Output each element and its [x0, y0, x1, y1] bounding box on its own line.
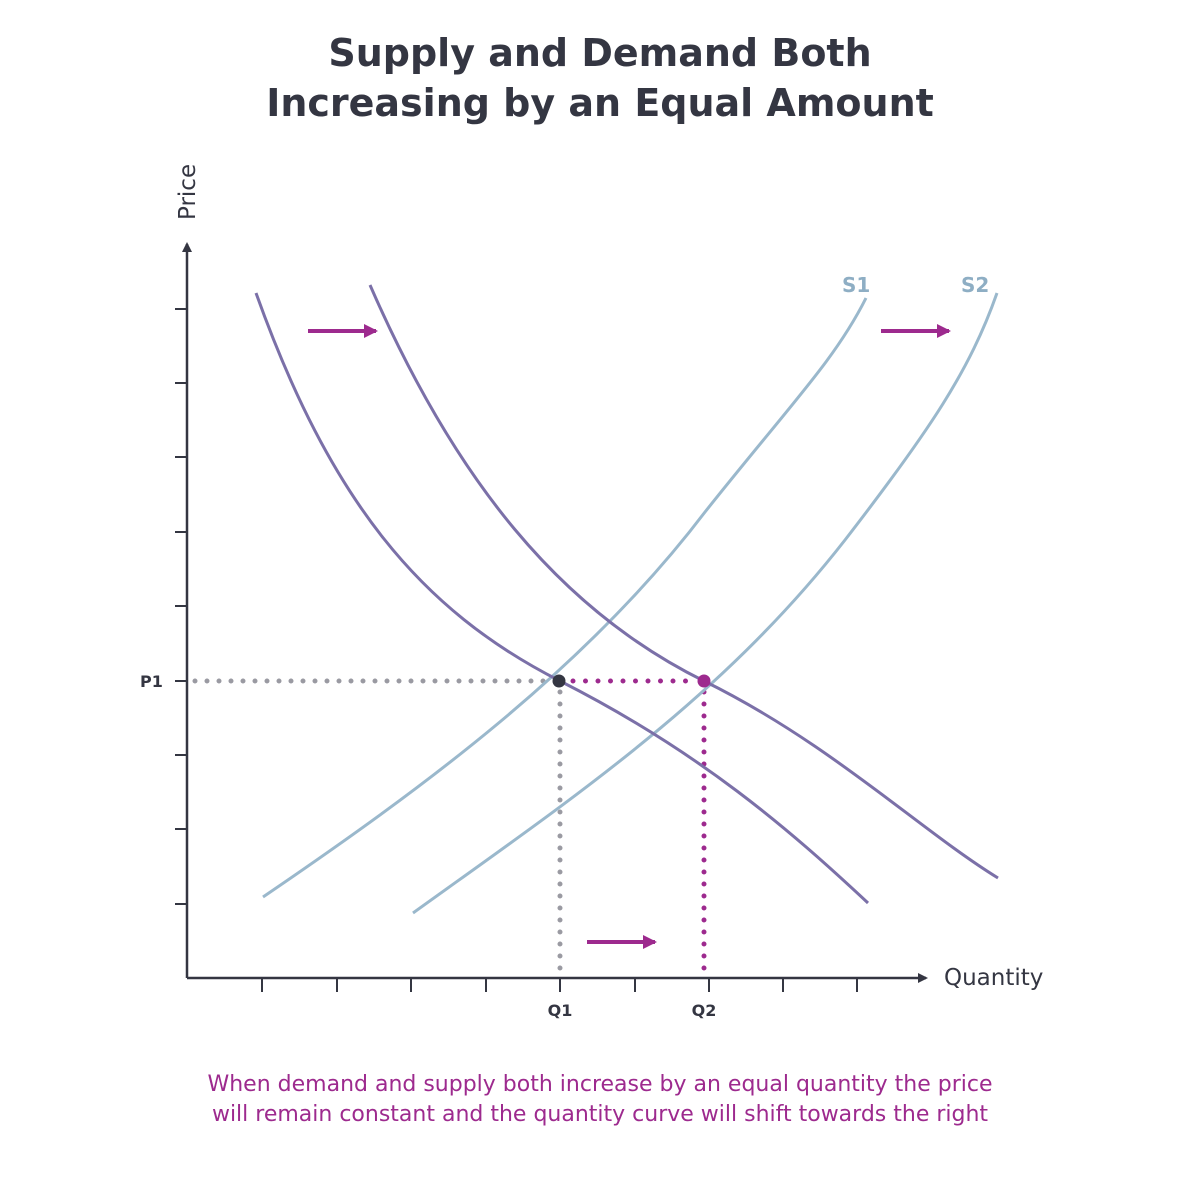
equilibrium-point-2	[697, 674, 711, 688]
chart-title: Supply and Demand Both Increasing by an …	[0, 28, 1200, 128]
supply-curve-s2	[412, 292, 999, 915]
title-line-1: Supply and Demand Both	[328, 31, 872, 75]
x-axis-label: Quantity	[944, 965, 1043, 991]
y-axis-ticks	[175, 308, 187, 905]
title-line-2: Increasing by an Equal Amount	[266, 81, 934, 125]
q1-label: Q1	[548, 1001, 573, 1020]
x-axis-ticks	[261, 978, 858, 992]
caption-line-2: will remain constant and the quantity cu…	[211, 1102, 989, 1127]
explanation-caption: When demand and supply both increase by …	[0, 1070, 1200, 1130]
demand-curve-d2	[368, 284, 999, 880]
p1-label: P1	[140, 672, 163, 691]
y-axis-label: Price	[175, 164, 201, 220]
q2-label: Q2	[692, 1001, 717, 1020]
caption-line-1: When demand and supply both increase by …	[207, 1072, 993, 1097]
s1-label: S1	[842, 273, 870, 297]
supply-curve-s1	[262, 297, 868, 899]
equilibrium-point-1	[552, 674, 566, 688]
s2-label: S2	[961, 273, 989, 297]
demand-curve-d1	[254, 292, 870, 905]
